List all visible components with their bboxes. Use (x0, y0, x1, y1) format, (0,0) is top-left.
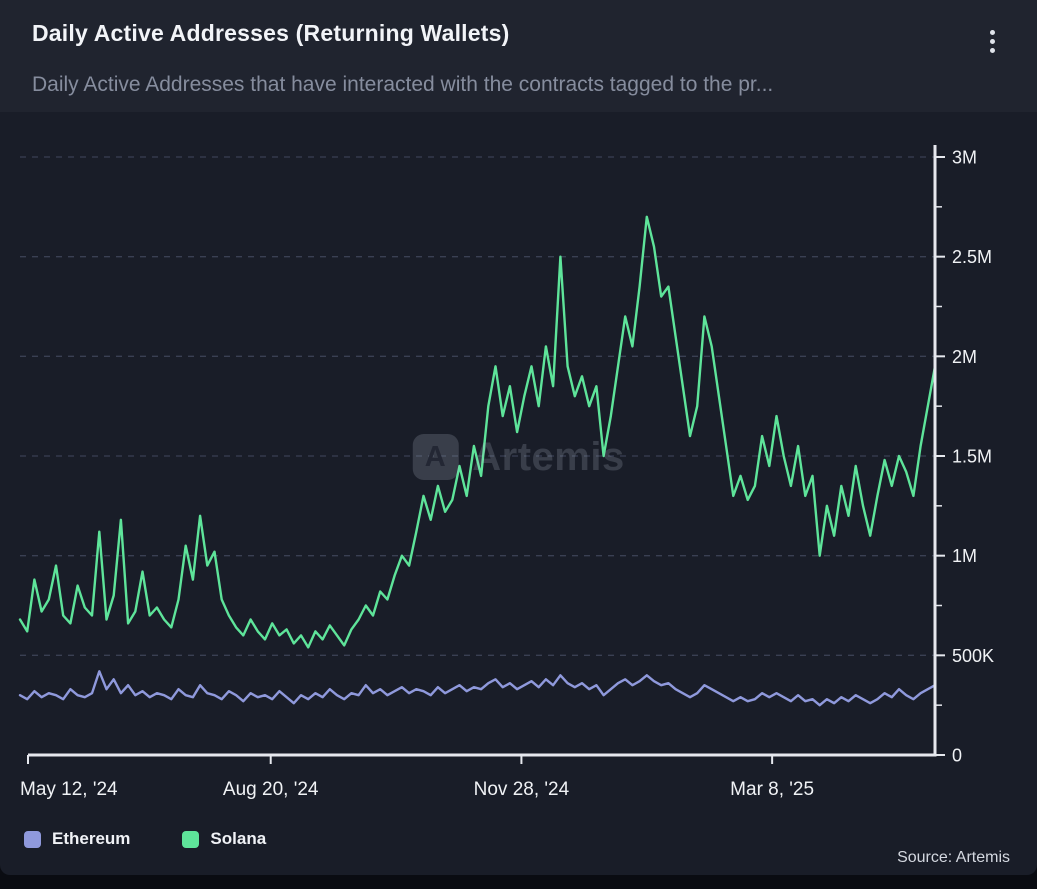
chart-panel: A Artemis 0 500K 1M 1.5M 2M 2.5M 3M May 12, '24… (0, 112, 1037, 812)
source-attribution: Source: Artemis (897, 849, 1010, 866)
chart-subtitle: Daily Active Addresses that have interac… (32, 73, 774, 96)
chart-title: Daily Active Addresses (Returning Wallet… (32, 20, 510, 46)
legend-label-solana: Solana (210, 829, 267, 848)
svg-text:Nov 28, '24: Nov 28, '24 (474, 779, 570, 800)
svg-text:3M: 3M (952, 148, 977, 168)
svg-text:Mar 8, '25: Mar 8, '25 (730, 779, 814, 800)
svg-text:2M: 2M (952, 347, 977, 367)
line-chart[interactable]: 0 500K 1M 1.5M 2M 2.5M 3M May 12, '24 Aug 20, '2… (0, 112, 1037, 812)
legend-item-solana[interactable]: Solana (182, 829, 266, 849)
svg-text:0: 0 (952, 746, 962, 766)
legend-label-ethereum: Ethereum (52, 829, 131, 848)
svg-text:May 12, '24: May 12, '24 (20, 779, 118, 800)
ethereum-swatch-icon (24, 830, 41, 848)
svg-text:2.5M: 2.5M (952, 247, 992, 267)
chart-footer: Ethereum Solana Source: Artemis (0, 812, 1037, 875)
chart-legend: Ethereum Solana (24, 829, 266, 849)
svg-text:1.5M: 1.5M (952, 447, 992, 467)
svg-text:Aug 20, '24: Aug 20, '24 (223, 779, 319, 800)
svg-text:1M: 1M (952, 546, 977, 566)
kebab-menu-icon[interactable] (977, 22, 1007, 60)
svg-text:500K: 500K (952, 646, 994, 666)
solana-swatch-icon (182, 830, 200, 848)
chart-header: Daily Active Addresses (Returning Wallet… (0, 0, 1037, 112)
legend-item-ethereum[interactable]: Ethereum (24, 829, 130, 849)
